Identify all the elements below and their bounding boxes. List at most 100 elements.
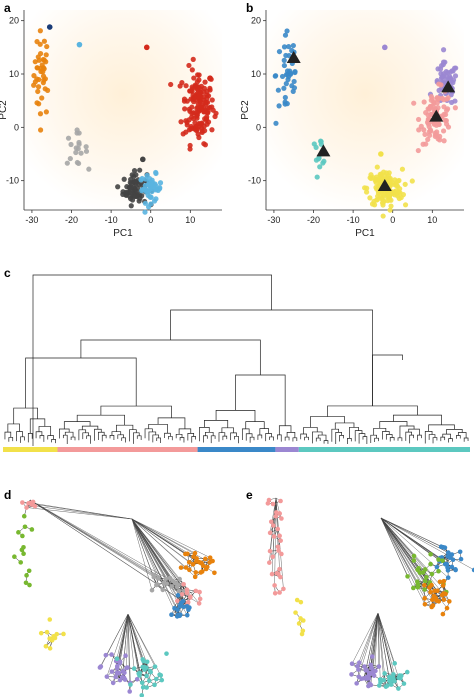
network-node-blue <box>172 605 177 611</box>
network-node-pink <box>270 554 276 560</box>
dendrogram-link <box>362 436 368 444</box>
data-point-gray <box>73 145 79 151</box>
data-point-teal <box>320 160 326 166</box>
panel-c-dendrogram <box>3 274 470 452</box>
data-point-darkgray <box>120 189 126 195</box>
network-node-pink <box>197 589 202 595</box>
x-tick-label: 0 <box>390 215 395 225</box>
network-node-green <box>16 530 21 535</box>
y-axis-label: PC2 <box>240 100 251 120</box>
network-node-orange <box>187 567 192 573</box>
network-node-yellow <box>43 644 49 649</box>
data-point-red <box>187 88 193 94</box>
network-node-blue <box>445 568 451 573</box>
dendrogram-link <box>374 437 379 443</box>
dendrogram-link <box>409 434 414 444</box>
data-point-darkgray <box>127 185 133 192</box>
network-node-pink <box>181 581 186 587</box>
network-node-orange <box>433 595 439 601</box>
network-node-gray <box>174 584 180 590</box>
dendrogram-link <box>389 437 395 442</box>
y-tick-label: -10 <box>6 176 19 186</box>
data-point-pink <box>411 100 417 106</box>
data-point-pink <box>418 123 424 129</box>
data-point-orange <box>43 109 49 115</box>
network-node-teal <box>381 677 387 683</box>
dendrogram-link <box>347 438 352 444</box>
dendrogram-link <box>62 434 68 444</box>
network-node-pink <box>30 499 36 505</box>
dendrogram-link <box>4 431 12 440</box>
network-node-pink <box>32 503 38 509</box>
network-node-teal <box>387 679 393 684</box>
data-point-blue <box>276 48 283 55</box>
network-node-teal <box>401 681 407 686</box>
network-node-pink <box>24 505 29 510</box>
data-point-orange <box>40 56 46 63</box>
data-point-red <box>187 142 193 149</box>
data-point-red <box>187 146 193 152</box>
dendrogram-link <box>349 427 359 439</box>
data-point-red <box>207 75 213 81</box>
data-point-red <box>207 85 213 91</box>
data-point-yellow <box>387 207 393 213</box>
dendrogram-link <box>292 437 298 442</box>
network-node-yellow <box>296 621 302 626</box>
network-node-teal <box>144 673 149 679</box>
network-node-orange <box>200 563 206 569</box>
panel-d-network <box>12 499 217 697</box>
data-point-pink <box>428 111 434 118</box>
dendrogram-link <box>257 434 263 440</box>
network-node-gray <box>164 581 170 587</box>
network-node-green <box>428 561 433 567</box>
network-node-yellow <box>52 635 58 641</box>
data-point-darkgray <box>131 167 138 174</box>
dendrogram-link <box>446 429 463 435</box>
network-node-teal <box>146 678 152 684</box>
network-node-pink <box>277 566 282 572</box>
dendrogram-link <box>245 433 253 441</box>
network-node-green <box>405 574 410 579</box>
network-node-purple <box>104 674 110 679</box>
network-edge <box>131 518 185 592</box>
network-node-yellow <box>44 629 50 635</box>
network-node-blue <box>442 545 448 550</box>
dendrogram-link <box>204 420 229 428</box>
data-point-gray <box>73 149 79 156</box>
dendrogram-link <box>210 435 216 444</box>
data-point-purple <box>444 70 451 76</box>
network-node-yellow <box>47 617 53 622</box>
network-node-pink <box>20 500 25 505</box>
network-node-teal <box>386 674 392 680</box>
network-node-pink <box>272 583 277 588</box>
data-point-red <box>189 67 195 73</box>
data-point-pink <box>444 96 450 102</box>
data-point-teal <box>313 157 320 163</box>
data-point-orange <box>34 100 40 106</box>
network-node-green <box>24 573 29 578</box>
dendrogram-link <box>245 421 265 429</box>
network-node-orange <box>440 611 446 617</box>
data-point-darkgray <box>134 189 140 195</box>
network-node-green <box>428 551 433 557</box>
data-point-red <box>178 119 184 125</box>
data-point-blue <box>284 101 290 107</box>
data-point-pink <box>445 106 451 112</box>
network-node-blue <box>457 549 463 555</box>
dendrogram-link <box>187 432 195 441</box>
dendrogram-link <box>284 436 290 441</box>
dendrogram-link <box>64 431 74 438</box>
dendrogram-link <box>97 431 105 440</box>
network-node-orange <box>443 591 448 597</box>
dendrogram-link <box>315 437 321 442</box>
dendrogram-link <box>80 339 261 375</box>
panel-b-scatter: -30 -20 -10 0 10 -10 0 10 20 PC1 PC2 <box>240 10 464 239</box>
data-point-blue <box>285 76 291 83</box>
panel-a-scatter: -30 -20 -10 0 10 -10 0 10 20 PC1 PC2 <box>0 10 222 239</box>
dendrogram-link <box>235 374 286 426</box>
network-edge <box>131 518 181 607</box>
dendrogram-link <box>129 429 137 442</box>
data-point-yellow <box>378 174 384 180</box>
network-node-purple <box>364 667 370 673</box>
data-point-pink <box>428 128 434 134</box>
